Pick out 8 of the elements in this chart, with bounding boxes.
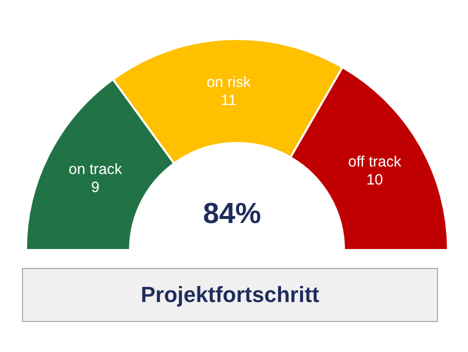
slice-label: on track — [68, 160, 123, 178]
text: Projektfortschritt — [22, 268, 438, 322]
data-label: 11 — [220, 92, 236, 110]
data-label: 9 — [91, 178, 100, 196]
data-label: 10 — [366, 172, 384, 188]
slice-label: on risk — [206, 74, 252, 92]
text: 84% — [202, 198, 262, 231]
slice-label: off track — [348, 154, 402, 170]
